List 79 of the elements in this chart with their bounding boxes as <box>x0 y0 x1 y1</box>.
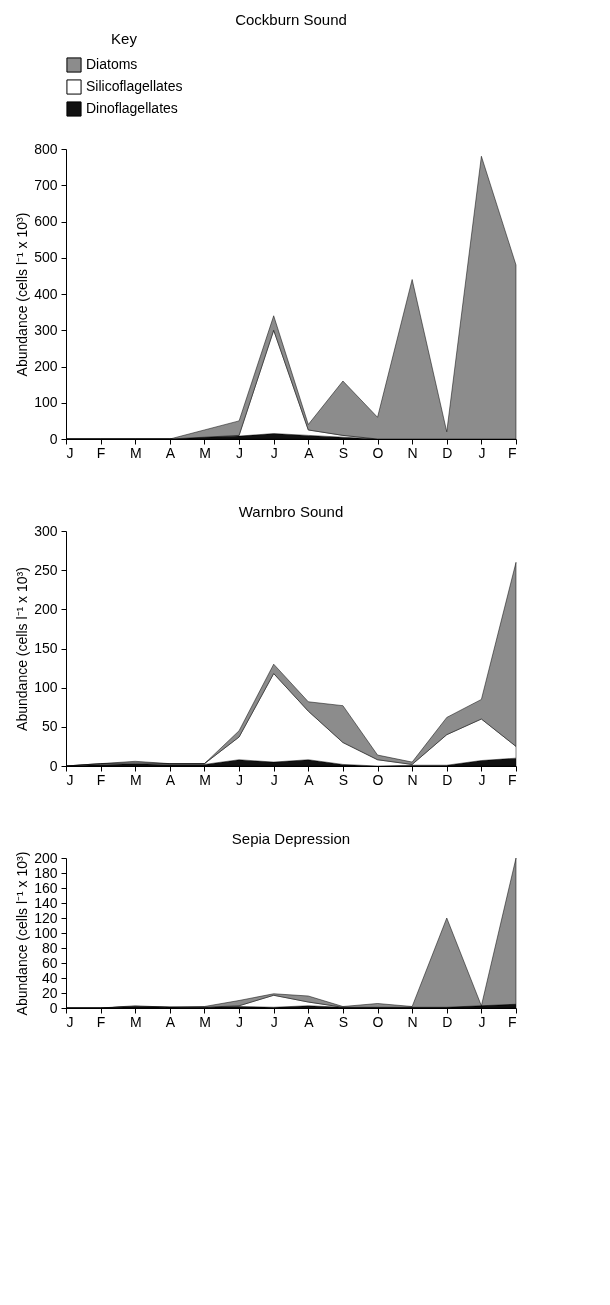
y-tick-label: 140 <box>34 894 58 911</box>
y-tick-label: 100 <box>34 679 58 696</box>
y-tick-label: 180 <box>34 864 58 881</box>
y-tick-label: 20 <box>41 984 58 1001</box>
y-tick-label: 120 <box>34 909 58 926</box>
x-tick-label: J <box>66 1013 74 1030</box>
x-tick-label: A <box>304 444 315 461</box>
y-tick-label: 250 <box>34 561 58 578</box>
x-tick-label: D <box>442 771 453 788</box>
x-tick-label: F <box>507 771 517 788</box>
x-tick-label: M <box>199 444 211 461</box>
y-tick-label: 200 <box>34 600 58 617</box>
y-tick-label: 500 <box>34 249 58 266</box>
y-tick-label: 80 <box>41 939 58 956</box>
x-tick-label: N <box>407 444 418 461</box>
x-tick-label: N <box>407 1013 418 1030</box>
y-tick-label: 800 <box>34 140 58 157</box>
x-tick-label: A <box>304 1013 315 1030</box>
y-tick-label: 150 <box>34 640 58 656</box>
x-tick-label: F <box>96 771 106 788</box>
y-tick-label: 600 <box>34 213 58 229</box>
x-tick-label: J <box>236 444 244 461</box>
x-tick-label: F <box>507 444 517 461</box>
x-tick-label: J <box>236 1013 244 1030</box>
y-tick-label: 300 <box>34 321 58 338</box>
x-tick-label: O <box>372 444 384 461</box>
x-tick-label: A <box>165 444 176 461</box>
y-tick-label: 100 <box>34 924 58 941</box>
x-tick-label: F <box>507 1013 517 1030</box>
x-tick-label: S <box>338 1013 349 1030</box>
x-tick-label: N <box>407 771 418 788</box>
y-tick-label: 50 <box>41 718 58 735</box>
x-tick-label: A <box>165 771 176 788</box>
y-axis-title: Abundance (cells l⁻¹ x 10³) <box>14 212 31 377</box>
x-tick-label: A <box>304 771 315 788</box>
x-tick-label: F <box>96 1013 106 1030</box>
y-tick-label: 0 <box>49 999 58 1016</box>
y-tick-label: 0 <box>49 430 58 447</box>
x-tick-label: J <box>66 771 74 788</box>
chart-title: Cockburn Sound <box>235 11 347 28</box>
x-tick-label: A <box>165 1013 176 1030</box>
y-tick-label: 100 <box>34 394 58 411</box>
x-tick-label: S <box>338 771 349 788</box>
x-tick-label: J <box>270 444 278 461</box>
y-tick-label: 200 <box>34 358 58 374</box>
x-tick-label: M <box>129 444 142 461</box>
chart-title: Warnbro Sound <box>238 503 344 520</box>
y-tick-label: 0 <box>49 757 58 774</box>
y-axis-title: Abundance (cells l⁻¹ x 10³) <box>14 567 31 731</box>
x-tick-label: J <box>478 1013 486 1030</box>
legend-label: Diatoms <box>86 56 138 72</box>
x-tick-label: M <box>199 1013 211 1030</box>
legend-label: Dinoflagellates <box>86 100 178 116</box>
y-axis-title: Abundance (cells l⁻¹ x 10³) <box>14 851 31 1016</box>
y-tick-label: 700 <box>34 176 58 193</box>
x-tick-label: J <box>270 771 278 788</box>
x-tick-label: J <box>478 444 486 461</box>
chart-title: Sepia Depression <box>231 830 351 847</box>
x-tick-label: M <box>129 1013 142 1030</box>
y-tick-label: 400 <box>34 285 58 302</box>
y-tick-label: 60 <box>41 954 58 971</box>
y-tick-label: 40 <box>41 969 58 986</box>
x-tick-label: J <box>270 1013 278 1030</box>
x-tick-label: D <box>442 1013 453 1030</box>
x-tick-label: M <box>129 771 142 788</box>
y-tick-label: 300 <box>34 522 58 539</box>
x-tick-label: D <box>442 444 453 461</box>
y-tick-label: 160 <box>34 879 58 896</box>
legend-label: Silicoflagellates <box>86 78 183 94</box>
x-tick-label: S <box>338 444 349 461</box>
x-tick-label: O <box>372 1013 384 1030</box>
x-tick-label: O <box>372 771 384 788</box>
legend-title: Key <box>111 30 138 47</box>
x-tick-label: J <box>236 771 244 788</box>
x-tick-label: J <box>66 444 74 461</box>
x-tick-label: F <box>96 444 106 461</box>
y-tick-label: 200 <box>34 849 58 866</box>
x-tick-label: M <box>199 771 211 788</box>
x-tick-label: J <box>478 771 486 788</box>
